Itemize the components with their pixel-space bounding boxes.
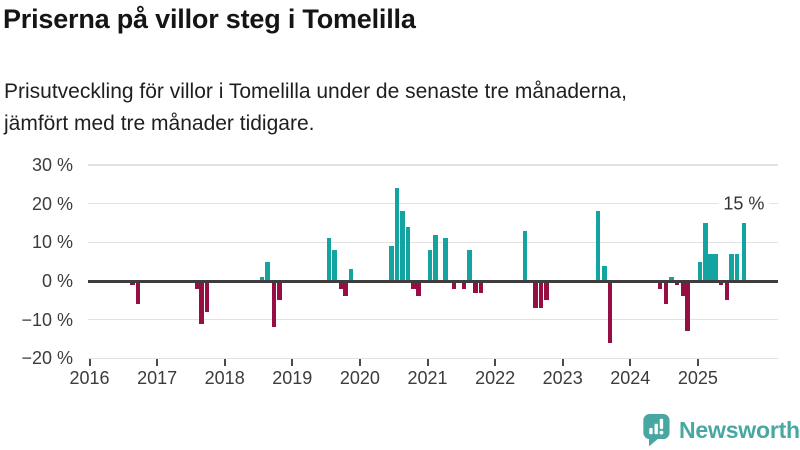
bar [343,281,348,297]
bar [348,269,354,281]
bar-chart-speech-bubble-icon [643,414,670,447]
bar [533,281,538,309]
gridline [88,164,778,166]
gridline [88,318,778,321]
bar [544,281,549,301]
subtitle-line-2: jämfört med tre månader tidigare. [4,112,315,135]
bar [729,253,734,281]
gridline [88,202,778,205]
bar [338,281,344,289]
x-tick-label: 2022 [475,368,516,388]
x-axis-tick [223,358,226,366]
bar [478,281,484,293]
x-axis-tick [561,358,564,366]
gridline [88,357,778,360]
bar [433,234,438,281]
bar [271,281,277,328]
bar [394,188,400,281]
y-tick-label: 30 % [31,154,73,175]
bar [685,281,691,332]
y-tick-label: −10 % [21,309,73,330]
bar [718,281,724,285]
newsworthy-wordmark: Newsworthy [679,417,800,443]
x-axis-tick [696,358,699,366]
x-tick-label: 2025 [677,368,718,388]
chart-title: Priserna på villor steg i Tomelilla [3,4,416,34]
bar [135,281,141,305]
subtitle-line-1: Prisutveckling för villor i Tomelilla un… [4,80,627,103]
bar [602,265,607,281]
y-tick-label: 0 % [41,271,73,291]
x-tick-label: 2020 [339,368,380,388]
newsworthy-logo: Newsworthy [643,414,800,447]
bar [467,250,472,281]
x-axis-tick [494,358,497,366]
bar [473,281,478,293]
bar [708,253,714,281]
bar [669,277,674,281]
bar [411,281,416,289]
bar [595,211,601,281]
bar [199,281,204,324]
x-axis-tick [88,358,91,366]
bar [389,246,394,281]
bar [663,281,669,305]
bar [697,261,703,281]
bar [443,238,449,281]
x-tick-label: 2023 [542,368,583,388]
bar [522,230,528,281]
x-tick-label: 2017 [137,368,178,388]
bar [538,281,544,309]
y-tick-label: 20 % [31,193,73,214]
bar [326,238,332,281]
x-tick-label: 2019 [272,368,313,388]
chart-subtitle: Prisutveckling för villor i Tomelilla un… [4,76,627,140]
x-axis-tick [426,358,429,366]
bar [674,281,680,285]
bar [713,253,718,281]
y-tick-label: −20 % [21,348,73,369]
bar [461,281,467,289]
bar [416,281,421,297]
bar [680,281,686,297]
bar [331,250,337,281]
bar [734,253,740,281]
x-axis-tick [291,358,294,366]
y-tick-label: 10 % [31,232,73,253]
x-tick-label: 2018 [204,368,245,388]
bar [400,211,405,281]
x-tick-label: 2016 [69,368,110,388]
bar [657,281,663,289]
x-tick-label: 2021 [407,368,448,388]
bar [195,281,200,289]
bar [741,222,747,281]
bar [405,226,411,281]
bar [264,261,270,281]
x-axis-tick [358,358,361,366]
bar [277,281,282,301]
bar [703,222,708,281]
bar [724,281,730,301]
bar [427,250,433,281]
gridline [88,241,778,244]
bar [130,281,136,285]
zero-axis-line [88,279,778,283]
x-axis-tick [156,358,159,366]
bar [259,277,265,281]
bar [204,281,210,312]
bar [451,281,457,289]
x-axis-tick [629,358,632,366]
x-tick-label: 2024 [610,368,651,388]
bar [607,281,613,343]
last-value-annotation: 15 % [718,193,770,215]
